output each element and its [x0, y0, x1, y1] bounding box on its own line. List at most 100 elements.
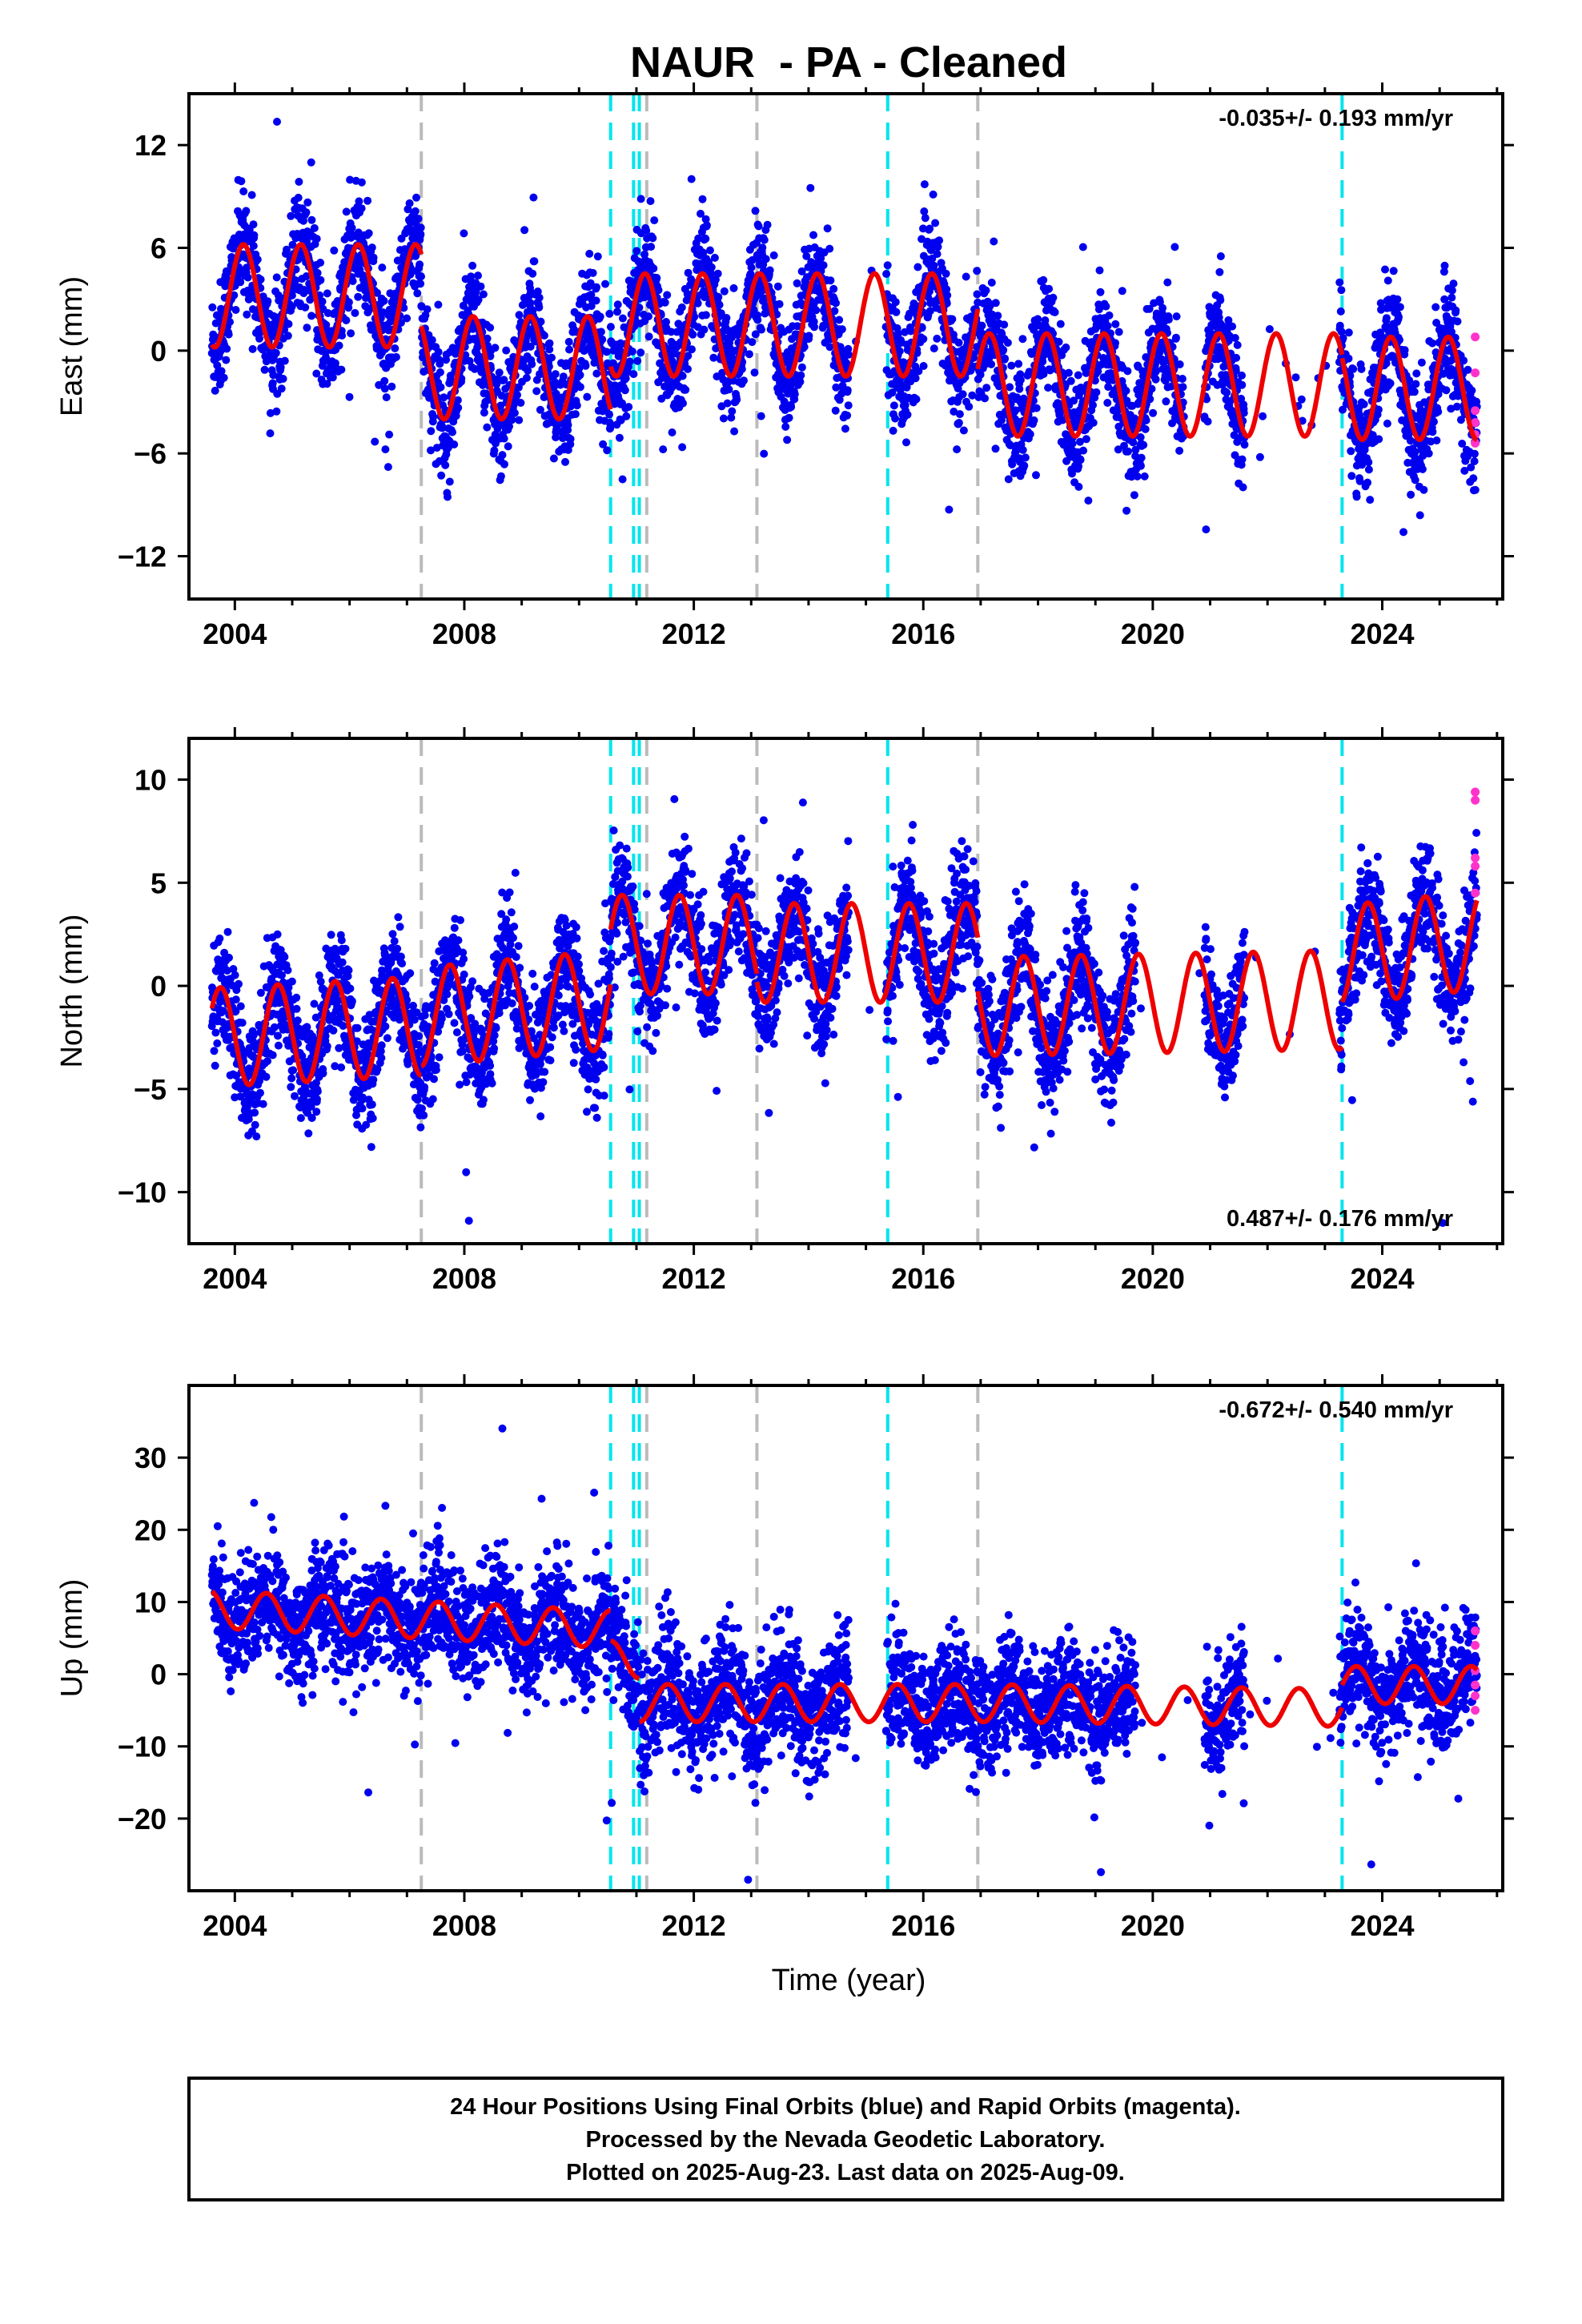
final-orbit-point: [355, 197, 363, 206]
final-orbit-point: [751, 330, 760, 339]
final-orbit-point: [1291, 373, 1300, 382]
final-orbit-point: [571, 410, 580, 419]
final-orbit-point: [1428, 339, 1437, 348]
final-orbit-point: [930, 261, 938, 270]
final-orbit-point: [213, 361, 222, 370]
final-orbit-point: [713, 269, 722, 278]
final-orbit-point: [572, 401, 581, 410]
final-orbit-point: [693, 299, 702, 308]
final-orbit-point: [1347, 447, 1355, 456]
final-orbit-point: [535, 303, 544, 312]
final-orbit-point: [432, 444, 441, 452]
final-orbit-point: [272, 273, 281, 282]
final-orbit-point: [524, 366, 532, 375]
final-orbit-point: [618, 314, 627, 323]
x-tick-label: 2020: [1121, 617, 1185, 650]
final-orbit-point: [508, 416, 516, 424]
final-orbit-point: [1158, 304, 1167, 312]
final-orbit-point: [620, 323, 628, 332]
final-orbit-point: [564, 420, 572, 429]
final-orbit-point: [453, 396, 462, 404]
final-orbit-point: [438, 424, 447, 432]
final-orbit-point: [650, 216, 659, 225]
final-orbit-point: [1231, 334, 1239, 342]
final-orbit-point: [529, 193, 538, 202]
final-orbit-point: [313, 268, 322, 277]
final-orbit-point: [533, 287, 542, 296]
final-orbit-point: [1000, 320, 1009, 329]
final-orbit-point: [844, 401, 853, 410]
final-orbit-point: [843, 411, 852, 420]
final-orbit-point: [1151, 367, 1160, 376]
final-orbit-point: [1232, 353, 1241, 362]
final-orbit-point: [1335, 278, 1344, 287]
final-orbit-point: [273, 930, 282, 939]
final-orbit-point: [303, 324, 311, 332]
final-orbit-point: [920, 207, 929, 215]
final-orbit-point: [684, 352, 693, 360]
final-orbit-point: [316, 259, 325, 267]
final-orbit-point: [700, 325, 709, 334]
final-orbit-point: [1078, 243, 1087, 251]
final-orbit-point: [1460, 466, 1469, 475]
final-orbit-point: [235, 979, 243, 988]
final-orbit-point: [576, 371, 584, 380]
final-orbit-point: [263, 297, 272, 306]
final-orbit-point: [931, 219, 940, 227]
final-orbit-point: [618, 475, 627, 484]
final-orbit-point: [605, 410, 613, 419]
final-orbit-point: [978, 321, 986, 330]
final-orbit-point: [1021, 453, 1030, 462]
final-orbit-point: [1349, 364, 1358, 373]
final-orbit-point: [268, 379, 277, 388]
final-orbit-point: [714, 292, 723, 301]
final-orbit-point: [942, 269, 950, 278]
final-orbit-point: [1122, 506, 1131, 515]
final-orbit-point: [1359, 400, 1368, 408]
final-orbit-point: [288, 240, 297, 249]
final-orbit-point: [1439, 267, 1448, 276]
final-orbit-point: [1351, 437, 1360, 446]
final-orbit-point: [1419, 485, 1428, 494]
final-orbit-point: [624, 403, 633, 412]
final-orbit-point: [982, 286, 990, 295]
final-orbit-point: [468, 261, 477, 270]
final-orbit-point: [291, 1092, 299, 1100]
final-orbit-point: [1216, 296, 1225, 304]
final-orbit-point: [602, 348, 611, 356]
final-orbit-point: [253, 255, 262, 263]
final-orbit-point: [316, 275, 325, 284]
final-orbit-point: [757, 412, 765, 420]
final-orbit-point: [628, 347, 636, 356]
north-plot-area: [207, 738, 1481, 1244]
final-orbit-point: [994, 312, 1002, 320]
final-orbit-point: [598, 335, 607, 344]
final-orbit-point: [1344, 354, 1353, 363]
final-orbit-point: [797, 267, 806, 275]
final-orbit-point: [648, 234, 657, 243]
final-orbit-point: [491, 344, 500, 352]
final-orbit-point: [775, 300, 784, 308]
final-orbit-point: [231, 971, 239, 979]
final-orbit-point: [606, 323, 615, 332]
final-orbit-point: [688, 345, 696, 354]
final-orbit-point: [274, 1041, 283, 1050]
final-orbit-point: [213, 1039, 222, 1047]
final-orbit-point: [268, 1051, 277, 1059]
final-orbit-point: [819, 261, 828, 270]
final-orbit-point: [942, 361, 950, 370]
final-orbit-point: [689, 330, 697, 339]
final-orbit-point: [1104, 383, 1113, 392]
final-orbit-point: [1095, 266, 1104, 275]
final-orbit-point: [930, 344, 938, 353]
final-orbit-point: [229, 965, 238, 973]
final-orbit-point: [345, 392, 354, 401]
final-orbit-point: [892, 308, 901, 316]
final-orbit-point: [684, 268, 693, 277]
final-orbit-point: [436, 383, 445, 392]
final-orbit-point: [429, 412, 438, 421]
final-orbit-point: [498, 451, 507, 460]
final-orbit-point: [888, 388, 897, 397]
final-orbit-point: [661, 298, 669, 307]
